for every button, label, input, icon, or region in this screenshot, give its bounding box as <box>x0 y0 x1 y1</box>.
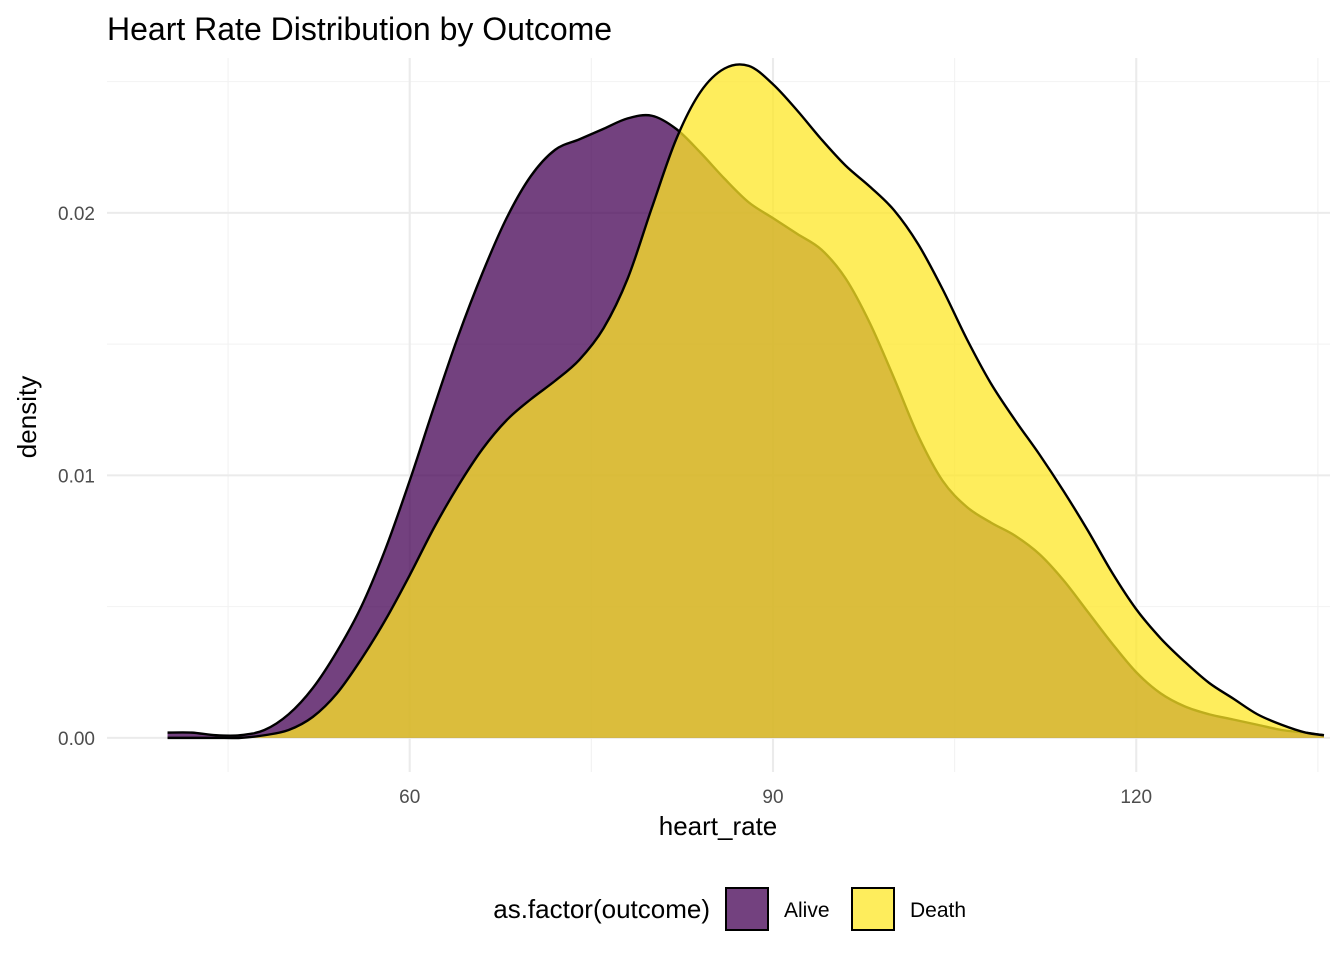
legend-label-alive: Alive <box>784 899 830 922</box>
y-axis-title: density <box>12 376 42 458</box>
y-tick-label: 0.02 <box>58 204 95 225</box>
x-tick-label: 120 <box>1120 787 1152 808</box>
x-tick-label: 60 <box>399 787 420 808</box>
series-layer <box>168 64 1324 738</box>
legend-label-death: Death <box>910 899 966 922</box>
chart-title: Heart Rate Distribution by Outcome <box>107 11 612 47</box>
y-tick-label: 0.01 <box>58 466 95 487</box>
x-axis-title: heart_rate <box>659 811 778 841</box>
x-tick-label: 90 <box>762 787 783 808</box>
y-tick-label: 0.00 <box>58 729 95 750</box>
legend-key-alive <box>726 888 768 930</box>
legend-key-death <box>852 888 894 930</box>
density-area-death <box>168 64 1324 738</box>
legend: as.factor(outcome) Alive Death <box>493 888 966 930</box>
legend-title: as.factor(outcome) <box>493 894 710 924</box>
